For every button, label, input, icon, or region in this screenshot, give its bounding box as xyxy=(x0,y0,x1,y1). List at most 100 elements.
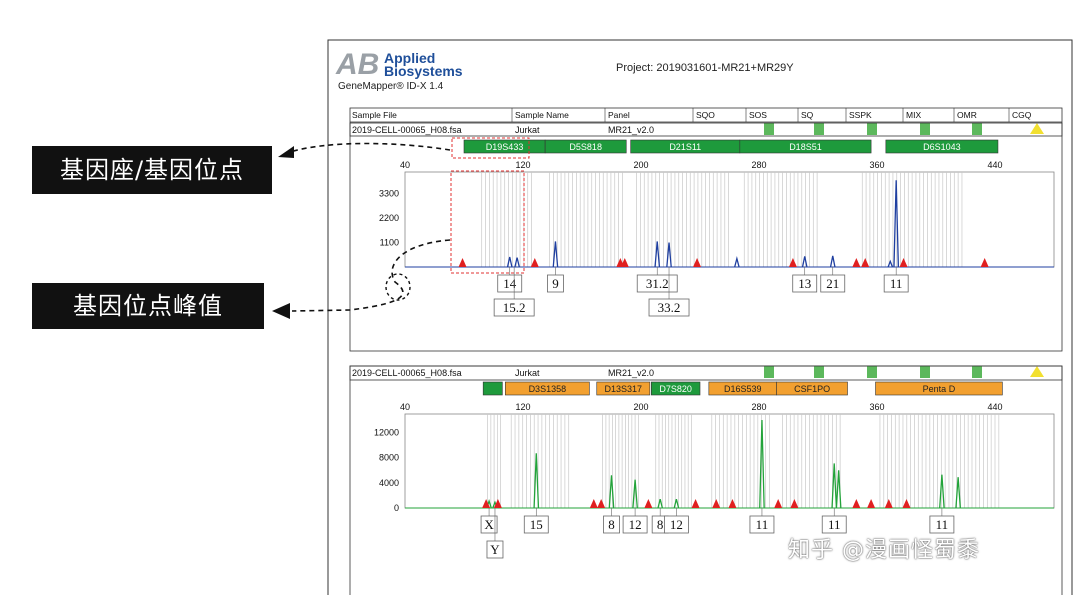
allele-call-box xyxy=(636,274,678,293)
table-header-row: Sample File Sample Name Panel SQO SOS SQ SSPK M… xyxy=(352,108,1032,122)
x-tick-label: 120 xyxy=(515,402,530,412)
logo-mark: AB xyxy=(335,48,379,81)
y-tick-label: 2200 xyxy=(379,213,399,223)
size-marker xyxy=(693,258,702,267)
allele-call-label: 8 xyxy=(608,517,615,532)
locus-bar xyxy=(739,139,872,154)
allele-call-box xyxy=(648,298,690,317)
peak-arrowhead xyxy=(272,303,290,319)
size-marker xyxy=(788,258,797,267)
locus-label: D21S11 xyxy=(669,142,701,152)
quality-flag-warning xyxy=(1030,123,1044,134)
table-col-header: MIX xyxy=(906,110,921,120)
x-tick-label: 200 xyxy=(633,402,648,412)
size-marker xyxy=(482,499,491,508)
logo-line1: Applied xyxy=(384,50,435,66)
allele-call-box xyxy=(820,274,846,293)
size-marker xyxy=(774,499,783,508)
size-marker xyxy=(728,499,737,508)
trace-peak xyxy=(654,241,661,268)
allele-call-box xyxy=(486,540,504,559)
trace-peak xyxy=(608,475,615,509)
allele-call-label: X xyxy=(484,517,494,532)
locus-bar xyxy=(776,381,848,396)
size-marker xyxy=(790,499,799,508)
locus-label: D19S433 xyxy=(486,142,524,152)
panel-frame xyxy=(349,365,1063,595)
trace-peak xyxy=(835,470,842,509)
allele-call-box xyxy=(821,515,847,534)
callout-peak: 基因位点峰值 xyxy=(32,283,264,329)
trace-peak xyxy=(514,257,520,268)
table-col-header: OMR xyxy=(957,110,977,120)
project-title: Project: 2019031601-MR21+MR29Y xyxy=(616,62,794,74)
x-tick-label: 120 xyxy=(515,160,530,170)
quality-flag-pass xyxy=(920,366,930,378)
header: AB Applied Biosystems GeneMapper® ID-X 1… xyxy=(335,48,794,92)
allele-call-box xyxy=(792,274,818,293)
sample-table: Sample File Sample Name Panel SQO SOS SQ SSPK M… xyxy=(349,107,1063,137)
quality-flag-pass xyxy=(867,366,877,378)
sample-name-cell: Jurkat xyxy=(515,125,540,135)
size-marker xyxy=(867,499,876,508)
quality-flag-pass xyxy=(920,123,930,135)
locus-bar xyxy=(875,381,1003,396)
locus-highlight-box xyxy=(451,137,530,159)
y-tick-label: 1100 xyxy=(380,238,399,248)
locus-bar xyxy=(885,139,999,154)
y-tick-label: 12000 xyxy=(374,428,399,438)
allele-call-box xyxy=(523,515,549,534)
allele-call-box xyxy=(497,274,523,293)
allele-call-box xyxy=(664,515,689,534)
allele-call-box xyxy=(883,274,909,293)
table-data-row: 2019-CELL-00065_H08.fsa Jurkat MR21_v2.0 xyxy=(352,125,654,135)
locus-label: D18S51 xyxy=(789,142,822,152)
trace-peak xyxy=(955,477,961,509)
allele-call-label: 8 xyxy=(657,517,664,532)
y-tick-label: 0 xyxy=(394,503,399,513)
watermark: 知乎 @漫画怪蜀黍 xyxy=(788,538,980,563)
table-col-header: Sample Name xyxy=(515,110,569,120)
allele-call-box xyxy=(749,515,775,534)
trace-peak xyxy=(831,463,838,509)
allele-call-label: 31.2 xyxy=(646,276,669,291)
green-dye-panel: 2019-CELL-00065_H08.fsa Jurkat MR21_v2.0 D3… xyxy=(349,365,1063,595)
table-col-header: SQO xyxy=(696,110,715,120)
allele-call-box xyxy=(493,298,535,317)
table-col-header: Panel xyxy=(608,110,630,120)
quality-flags xyxy=(764,123,1044,135)
locus-label: D13S317 xyxy=(605,384,643,394)
allele-call-label: 11 xyxy=(828,517,841,532)
trace-peak xyxy=(552,241,559,268)
size-marker xyxy=(644,499,653,508)
allele-call-box xyxy=(929,515,955,534)
y-tick-label: 8000 xyxy=(379,453,399,463)
table-col-header: Sample File xyxy=(352,110,397,120)
size-marker xyxy=(691,499,700,508)
allele-call-label: 33.2 xyxy=(658,300,681,315)
locus-arrowhead xyxy=(278,146,294,158)
trace-peak xyxy=(533,453,540,509)
size-marker xyxy=(980,258,989,267)
annotations xyxy=(272,137,530,319)
locus-label: D7S820 xyxy=(659,384,692,394)
x-tick-label: 280 xyxy=(751,160,766,170)
locus-bar xyxy=(651,381,701,396)
table-col-header: SQ xyxy=(801,110,814,120)
locus-arrow xyxy=(289,142,451,153)
locus-label: CSF1PO xyxy=(794,384,830,394)
blue-dye-panel: D19S433 D5S818 D21S11 D18S51 D6S1043 40 120 200… xyxy=(349,122,1063,352)
table-col-header: CGQ xyxy=(1012,110,1032,120)
size-marker xyxy=(852,258,861,267)
trace-peak xyxy=(673,499,680,509)
peak-highlight-box xyxy=(450,170,525,274)
size-marker xyxy=(884,499,893,508)
software-version: GeneMapper® ID-X 1.4 xyxy=(338,81,444,92)
locus-bar xyxy=(504,381,590,396)
allele-call-label: Y xyxy=(490,542,500,557)
locus-bar xyxy=(596,381,651,396)
allele-call-label: 11 xyxy=(936,517,949,532)
trace-peak xyxy=(666,242,672,268)
trace-peak xyxy=(759,419,765,509)
